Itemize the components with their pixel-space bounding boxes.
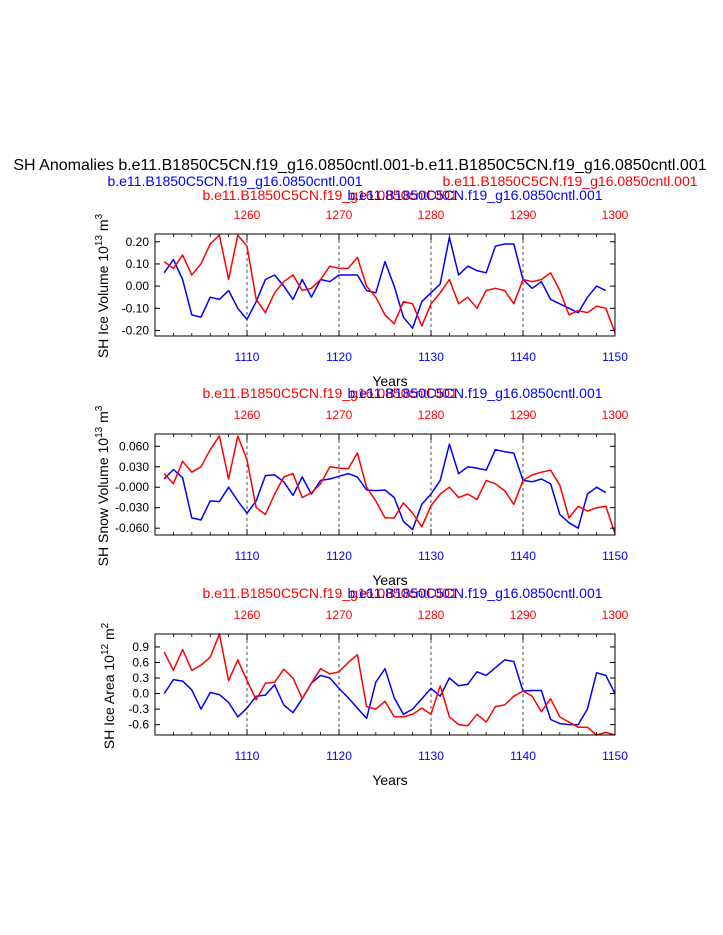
x-tick-label-top: 1300 <box>602 408 629 422</box>
x-tick-label-top: 1280 <box>418 408 445 422</box>
legend-top-blue: b.e11.B1850C5CN.f19_g16.0850cntl.001 <box>107 173 362 189</box>
x-tick-label-bottom: 1150 <box>602 749 628 763</box>
legend-top-red: b.e11.B1850C5CN.f19_g16.0850cntl.001 <box>442 173 697 189</box>
ice-volume-panel: b.e11.B1850C5CN.f19_g16.0850cntl.001 b.e… <box>94 187 629 389</box>
plot-frame <box>154 633 616 736</box>
x-tick-label-bottom: 1130 <box>418 549 444 563</box>
x-tick-label-top: 1260 <box>234 608 261 622</box>
y-tick-label: -0.20 <box>122 323 150 337</box>
y-tick-label: -0.6 <box>128 718 149 732</box>
x-tick-label-top: 1300 <box>602 608 629 622</box>
x-tick-label-bottom: 1140 <box>510 749 536 763</box>
x-tick-label-top: 1300 <box>602 208 629 222</box>
y-tick-label: 0.030 <box>119 460 149 474</box>
x-tick-label-bottom: 1120 <box>326 749 352 763</box>
x-tick-label-bottom: 1130 <box>418 350 444 364</box>
panel-title-blue: b.e11.B1850C5CN.f19_g16.0850cntl.001 <box>347 585 602 601</box>
ice-area-panel: b.e11.B1850C5CN.f19_g16.0850cntl.001 b.e… <box>100 585 629 788</box>
x-tick-label-bottom: 1110 <box>235 549 260 563</box>
x-tick-label-top: 1260 <box>234 208 261 222</box>
snow-volume-panel: b.e11.B1850C5CN.f19_g16.0850cntl.001 b.e… <box>94 385 629 588</box>
x-tick-label-top: 1260 <box>234 408 261 422</box>
figure-title: SH Anomalies b.e11.B1850C5CN.f19_g16.085… <box>13 157 706 174</box>
x-tick-label-bottom: 1140 <box>510 549 536 563</box>
series-line-blue <box>163 236 607 329</box>
x-tick-label-bottom: 1110 <box>235 749 260 763</box>
y-tick-label: -0.060 <box>115 521 149 535</box>
panel-title-blue: b.e11.B1850C5CN.f19_g16.0850cntl.001 <box>347 187 602 203</box>
y-tick-label: 0.20 <box>126 235 150 249</box>
y-tick-label: 0.3 <box>132 671 149 685</box>
series-line-red <box>163 633 616 736</box>
x-tick-label-bottom: 1150 <box>602 350 628 364</box>
y-axis-label: SH Snow Volume 1013 m3 <box>94 405 111 566</box>
y-tick-label: -0.10 <box>122 301 150 315</box>
series-line-blue <box>163 659 616 726</box>
x-axis-label: Years <box>372 772 407 788</box>
x-tick-label-top: 1280 <box>418 208 445 222</box>
y-tick-label: -0.000 <box>115 480 149 494</box>
y-tick-label: 0.9 <box>132 640 149 654</box>
panel-title-red: b.e11.B1850C5CN.f19_g16.0850cntl.001 <box>202 187 457 203</box>
series-line-blue <box>163 443 607 531</box>
panel-title-red: b.e11.B1850C5CN.f19_g16.0850cntl.001 <box>202 585 457 601</box>
plot-frame <box>154 433 616 536</box>
y-axis-label: SH Ice Volume 1013 m3 <box>94 213 111 358</box>
x-tick-label-bottom: 1110 <box>235 350 260 364</box>
panel-title-blue: b.e11.B1850C5CN.f19_g16.0850cntl.001 <box>347 385 602 401</box>
y-tick-label: 0.6 <box>132 655 149 669</box>
x-tick-label-top: 1270 <box>326 608 353 622</box>
y-tick-label: 0.00 <box>126 279 150 293</box>
x-tick-label-bottom: 1120 <box>326 350 352 364</box>
panel-title-red: b.e11.B1850C5CN.f19_g16.0850cntl.001 <box>202 385 457 401</box>
y-axis-label: SH Ice Area 1012 m2 <box>100 622 117 749</box>
x-tick-label-top: 1290 <box>510 608 537 622</box>
x-tick-label-bottom: 1150 <box>602 549 628 563</box>
series-line-red <box>163 234 616 333</box>
y-tick-label: -0.030 <box>115 501 149 515</box>
x-axis-label: Years <box>372 373 407 389</box>
x-tick-label-top: 1290 <box>510 208 537 222</box>
y-tick-label: 0.0 <box>132 687 149 701</box>
plot-frame <box>154 233 616 337</box>
series-line-red <box>163 435 616 534</box>
x-tick-label-bottom: 1130 <box>418 749 444 763</box>
y-tick-label: -0.3 <box>128 702 149 716</box>
x-axis-label: Years <box>372 572 407 588</box>
x-tick-label-bottom: 1120 <box>326 549 352 563</box>
x-tick-label-top: 1280 <box>418 608 445 622</box>
x-tick-label-top: 1270 <box>326 208 353 222</box>
x-tick-label-bottom: 1140 <box>510 350 536 364</box>
y-tick-label: 0.060 <box>119 439 149 453</box>
x-tick-label-top: 1270 <box>326 408 353 422</box>
y-tick-label: 0.10 <box>126 257 150 271</box>
x-tick-label-top: 1290 <box>510 408 537 422</box>
